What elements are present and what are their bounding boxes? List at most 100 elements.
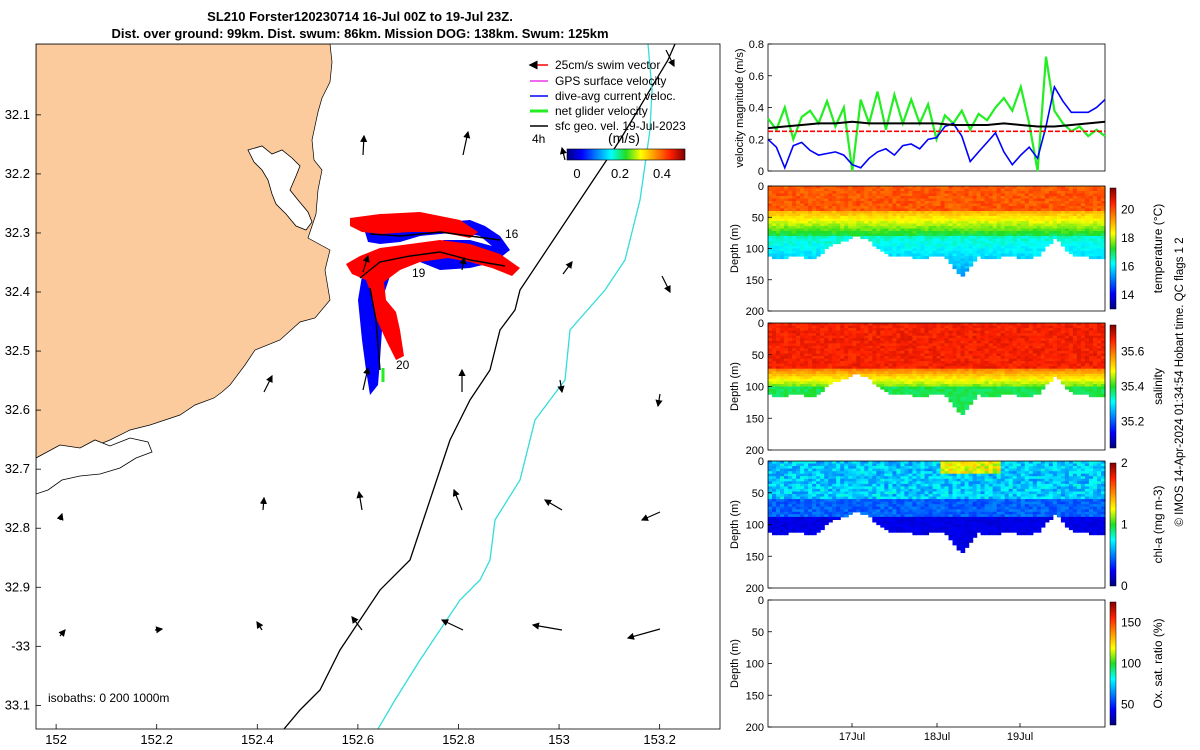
section-cell [944,348,950,352]
section-cell [960,208,966,212]
section-cell [940,373,946,377]
section-cell [944,376,950,380]
section-cell [880,201,885,205]
section-cell [1016,201,1022,205]
section-cell [804,211,809,215]
section-cell [820,376,825,380]
section-cell [804,335,809,339]
section-cell [832,223,837,227]
section-cell [1101,193,1106,197]
section-cell [1036,323,1042,327]
section-cell [1000,218,1006,222]
section-cell [1024,376,1030,380]
section-cell [908,241,913,245]
section-cell [936,345,942,349]
section-cell [1024,226,1030,230]
section-cell [1008,198,1014,202]
section-cell [1028,368,1034,372]
section-cell [980,253,986,257]
section-cell [872,366,877,370]
section-cell [960,233,966,237]
section-cell [1032,358,1038,362]
section-cell [872,328,877,332]
section-cell [844,233,849,237]
section-cell [872,198,877,202]
section-cell [1084,238,1090,242]
section-cell [1056,196,1062,200]
section-cell [800,221,805,225]
section-cell [776,491,781,495]
section-cell [932,328,938,332]
section-cell [1080,231,1086,235]
section-cell [908,211,913,215]
section-cell [992,201,998,205]
section-cell [896,368,901,372]
section-cell [896,376,901,380]
section-cell [804,373,809,377]
section-cell [992,391,998,395]
section-cell [1020,356,1026,360]
section-cell [968,399,974,403]
section-cell [788,466,793,470]
section-cell [836,353,841,357]
section-cell [784,201,789,205]
section-cell [976,233,982,237]
section-cell [1084,386,1090,390]
section-cell [968,206,974,210]
section-cell [1068,228,1074,232]
section-cell [872,378,877,382]
section-cell [980,256,986,260]
section-cell [1093,206,1098,210]
section-cell [916,231,921,235]
section-cell [864,328,869,332]
section-cell [796,522,801,526]
section-cell [796,514,801,518]
section-cell [780,226,785,230]
section-cell [876,243,881,247]
section-cell [892,193,897,197]
section-cell [1056,231,1062,235]
section-cell [1012,330,1018,334]
section-cell [804,226,809,230]
section-cell [976,191,982,195]
section-cell [1056,201,1062,205]
depth-tick-label: 150 [746,275,764,287]
section-cell [888,328,893,332]
section-cell [1052,228,1058,232]
section-cell [872,201,877,205]
section-cell [964,361,970,365]
section-cell [988,358,994,362]
section-cell [944,391,950,395]
section-cell [984,350,990,354]
section-cell [1004,191,1010,195]
section-cell [852,233,857,237]
section-cell [936,378,942,382]
section-cell [952,353,958,357]
section-cell [776,206,781,210]
section-cell [940,356,946,360]
section-cell [984,353,990,357]
section-cell [1028,188,1034,192]
section-cell [1044,191,1050,195]
section-cell [1076,253,1082,257]
section-cell [832,191,837,195]
section-cell [1072,188,1078,192]
section-cell [924,386,930,390]
section-cell [988,325,994,329]
section-cell [1101,253,1106,257]
section-cell [1040,213,1046,217]
section-cell [964,218,970,222]
section-cell [1072,381,1078,385]
section-cell [1093,223,1098,227]
section-cell [788,211,793,215]
section-cell [968,211,974,215]
section-cell [820,333,825,337]
section-cell [1008,353,1014,357]
section-cell [984,226,990,230]
section-cell [944,368,950,372]
section-cell [964,216,970,220]
section-cell [816,216,821,220]
section-cell [780,343,785,347]
section-cell [832,201,837,205]
section-cell [808,386,813,390]
